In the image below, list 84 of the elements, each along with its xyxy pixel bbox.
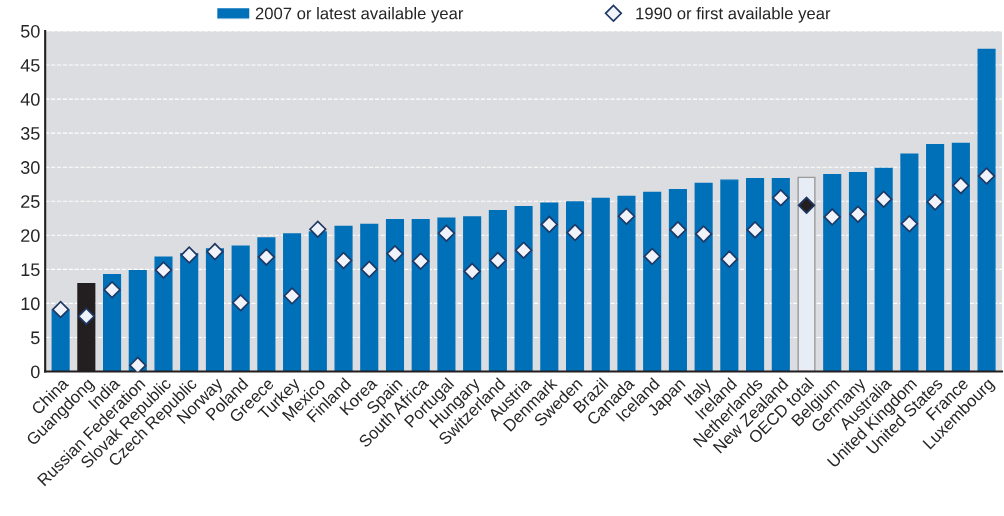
point [180,246,198,264]
bar [205,248,224,372]
point [103,281,121,299]
point [797,196,816,215]
point [437,224,456,242]
bar [848,171,868,372]
bar [900,153,919,372]
legend-label: 1990 or first available year [636,7,831,23]
bar [360,223,379,372]
bar [977,48,996,372]
bar [874,167,893,372]
bar [514,205,533,372]
point [643,247,661,266]
bar [128,270,147,372]
bar [643,191,662,372]
y-tick-label: 35 [20,127,40,140]
y-tick-label: 0 [30,365,40,379]
point [412,252,430,270]
bar [308,231,327,372]
point [617,207,636,225]
bar [180,252,199,372]
point [874,190,893,208]
bar [257,237,276,372]
y-tick-label: 40 [20,93,40,106]
point [669,221,687,239]
bar [334,225,353,372]
y-tick-label: 25 [21,195,40,208]
bar [540,202,559,372]
point [720,250,739,268]
bar [720,179,739,372]
point [489,251,507,270]
y-tick-label: 45 [20,59,40,72]
y-tick-label: 30 [20,161,40,174]
bar [951,142,970,372]
bar [617,195,636,372]
point [309,220,327,238]
bar [411,218,430,372]
y-tick-label: 20 [21,229,40,243]
bar [231,245,250,372]
bar [823,173,842,372]
point [772,189,790,207]
bar [746,178,765,372]
point [154,261,173,279]
y-tick-label: 10 [21,297,40,311]
bar [463,216,482,372]
point [129,356,147,372]
point [283,287,301,305]
bar [437,217,456,372]
bar [283,233,302,372]
point [360,260,378,279]
bar [385,218,405,372]
bar [694,182,713,372]
bar [565,201,585,372]
point [463,262,481,281]
y-tick-label: 15 [21,263,40,277]
bar [591,197,610,372]
bar [488,210,507,372]
bar [926,144,945,372]
legend-label: 2007 or latest available year [255,7,464,23]
y-tick-label: 5 [31,331,40,345]
point [566,223,584,242]
point [257,248,276,266]
point [206,242,224,261]
point [51,300,70,319]
point [514,241,533,259]
y-tick-label: 50 [20,24,40,38]
point [77,307,96,326]
point [334,251,353,270]
bar [668,188,687,372]
bar [51,309,70,372]
point [977,167,996,185]
point [952,176,970,195]
bar [154,256,173,372]
point [694,225,713,243]
point [540,215,558,234]
point [926,193,944,211]
point [386,244,404,263]
bar [771,178,790,372]
point [823,208,841,226]
point [231,294,250,312]
bar [797,176,816,372]
point [849,205,867,223]
point [900,215,919,233]
point [746,221,764,239]
